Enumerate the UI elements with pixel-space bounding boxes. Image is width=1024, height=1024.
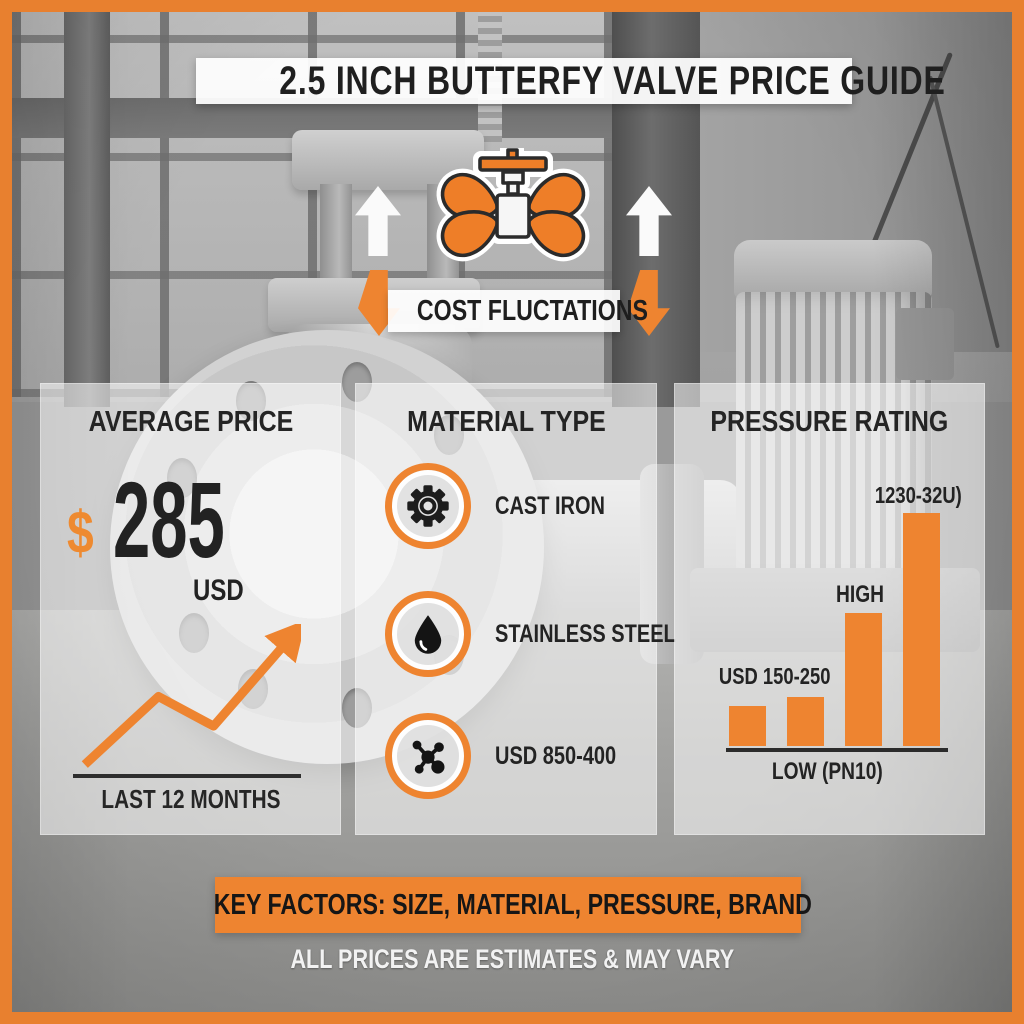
cost-fluctuations-label: COST FLUCTATIONS: [416, 295, 649, 327]
dollar-sign: $: [67, 499, 94, 566]
material-row: STAINLESS STEEL: [385, 591, 721, 677]
page-title: 2.5 INCH BUTTERFY VALVE PRICE GUIDE: [279, 59, 946, 103]
bar-label-high: HIGH: [836, 581, 884, 608]
bar-label-top: 1230-32U): [874, 482, 962, 508]
disclaimer-text: ALL PRICES ARE ESTIMATES & MAY VARY: [290, 944, 734, 974]
droplet-icon: [385, 591, 471, 677]
panel-heading: AVERAGE PRICE: [88, 406, 293, 438]
butterfly-valve-icon: [432, 148, 594, 282]
bg-motor-cap: [734, 240, 932, 298]
pressure-bar-chart: [715, 506, 955, 746]
pressure-bar: [845, 613, 882, 746]
bg-vertical-beam-left: [64, 12, 110, 407]
molecule-icon: [385, 713, 471, 799]
currency-code: USD: [193, 574, 244, 607]
price-trend-chart: [81, 624, 301, 768]
material-row: CAST IRON: [385, 463, 633, 549]
panel-material-type: MATERIAL TYPE: [355, 383, 676, 835]
panel-average-price: AVERAGE PRICE $ 285 USD LAST 12 MONTHS: [40, 383, 341, 835]
key-factors-banner: KEY FACTORS: SIZE, MATERIAL, PRESSURE, B…: [214, 877, 812, 933]
pressure-bar: [729, 706, 766, 746]
material-row: USD 850-400: [385, 713, 646, 799]
material-label: STAINLESS STEEL: [495, 619, 676, 648]
pressure-bar: [787, 697, 824, 746]
material-label: USD 850-400: [495, 741, 617, 770]
panel-heading: MATERIAL TYPE: [406, 406, 606, 438]
average-price-value: 285: [113, 459, 225, 580]
panel-heading: PRESSURE RATING: [710, 406, 949, 438]
key-factors-label: KEY FACTORS: SIZE, MATERIAL, PRESSURE, B…: [213, 888, 813, 921]
bar-axis-line: [726, 748, 948, 752]
title-banner: 2.5 INCH BUTTERFY VALVE PRICE GUIDE: [196, 58, 945, 104]
trend-caption: LAST 12 MONTHS: [100, 784, 281, 814]
bar-label-price-range: USD 150-250: [719, 663, 831, 689]
gear-icon: [385, 463, 471, 549]
trend-line: [81, 624, 301, 768]
cost-fluctuations-banner: COST FLUCTATIONS: [388, 290, 648, 332]
bg-valve-yoke: [320, 184, 352, 294]
bg-motor-junction-box: [896, 308, 954, 380]
material-label: CAST IRON: [495, 491, 605, 520]
pressure-bar: [903, 513, 940, 746]
bar-axis-label: LOW (PN10): [771, 758, 883, 785]
panel-pressure-rating: PRESSURE RATING 1230-32U) HIGH USD 150-2…: [674, 383, 985, 835]
trend-axis-line: [73, 774, 301, 778]
